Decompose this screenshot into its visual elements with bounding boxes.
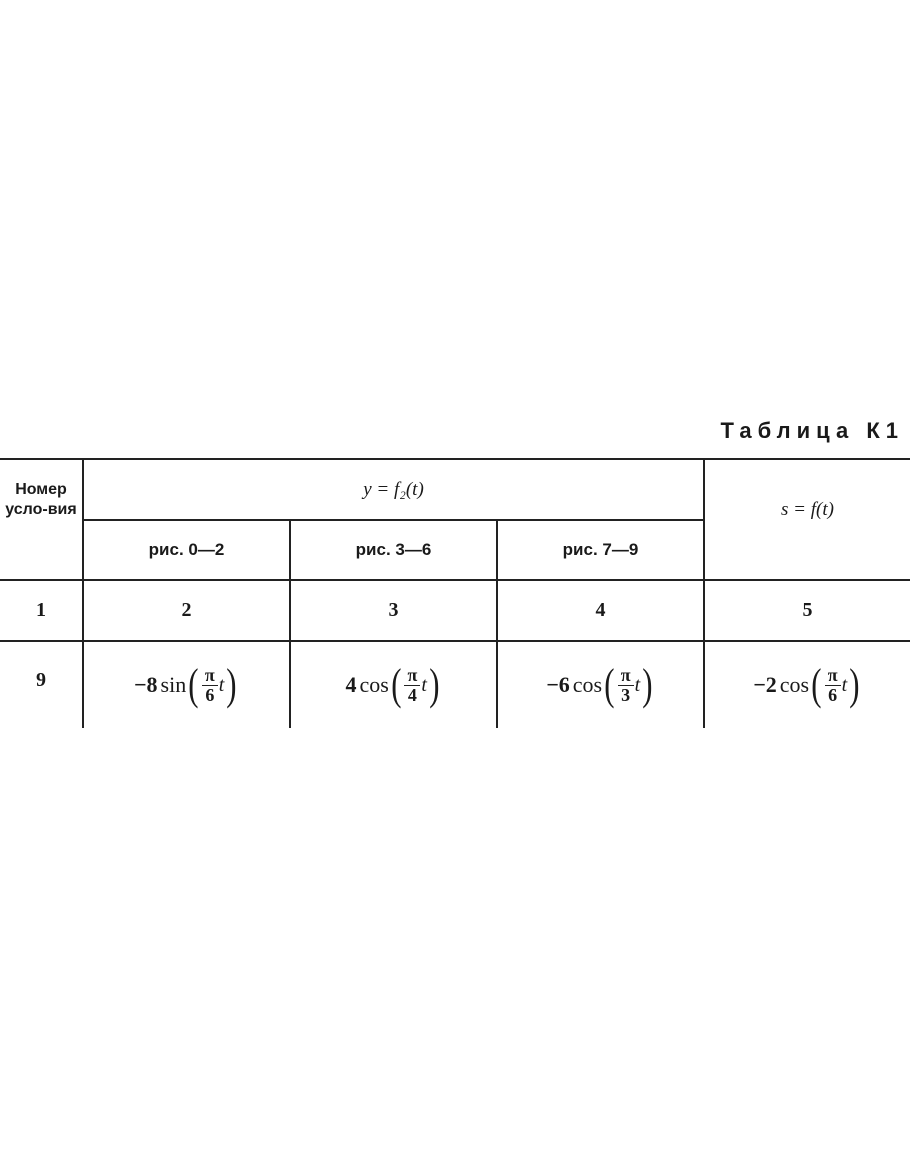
col-divider — [82, 458, 84, 728]
coefficient: −2 — [753, 672, 777, 697]
rule-subheader — [83, 519, 705, 521]
denominator: 4 — [407, 684, 417, 705]
denominator: 6 — [205, 684, 215, 705]
col-number: 5 — [802, 599, 813, 621]
numerator: π — [617, 665, 634, 686]
col-number: 3 — [388, 599, 399, 621]
coefficient: 4 — [345, 672, 357, 697]
paren-open: ( — [604, 660, 615, 709]
numerator: π — [404, 665, 421, 686]
table-title: Таблица К1 — [720, 418, 904, 443]
variable: t — [634, 673, 641, 696]
paren-close: ) — [642, 660, 653, 709]
col-divider — [703, 458, 705, 728]
rule-numbers-bottom — [0, 640, 910, 642]
header-y-group: y = f₂(t) — [363, 478, 424, 500]
variable: t — [421, 673, 427, 696]
denominator: 6 — [828, 684, 838, 705]
paren-open: ( — [188, 660, 199, 709]
rule-top — [0, 458, 910, 460]
rule-header-bottom — [0, 579, 910, 581]
function: cos — [572, 672, 603, 697]
denominator: 3 — [621, 684, 631, 705]
variable: t — [218, 673, 225, 696]
numerator: π — [201, 665, 218, 686]
header-sub-0: рис. 0—2 — [148, 540, 225, 559]
col-divider — [289, 519, 291, 728]
paren-close: ) — [849, 660, 860, 709]
col-divider — [496, 519, 498, 728]
variable: t — [841, 673, 848, 696]
condition-number: 9 — [36, 668, 46, 691]
col-number: 2 — [181, 599, 192, 621]
header-condition-number: Номер усло-вия — [5, 481, 77, 518]
function: sin — [160, 672, 187, 697]
paren-close: ) — [226, 660, 237, 709]
header-sub-1: рис. 3—6 — [355, 540, 432, 559]
coefficient: −8 — [134, 672, 158, 697]
paren-open: ( — [390, 660, 402, 709]
coefficient: −6 — [546, 672, 570, 697]
paren-close: ) — [429, 660, 440, 709]
header-sub-2: рис. 7—9 — [562, 540, 639, 559]
header-s: s = f(t) — [781, 499, 834, 520]
function: cos — [359, 672, 389, 697]
numerator: π — [824, 665, 841, 686]
col-number: 4 — [595, 599, 606, 621]
function: cos — [779, 672, 810, 697]
col-number: 1 — [36, 599, 46, 621]
paren-open: ( — [811, 660, 822, 709]
